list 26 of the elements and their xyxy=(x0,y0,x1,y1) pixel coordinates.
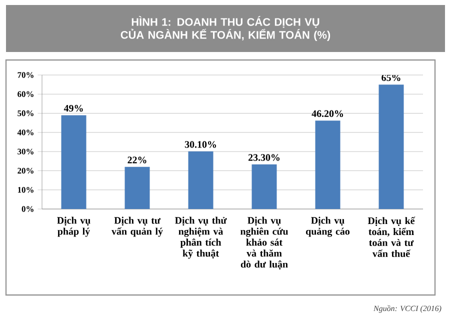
data-label: 30.10% xyxy=(184,141,216,148)
data-label: 22% xyxy=(128,156,146,164)
x-tick-label: Dịch vụ pháp lý xyxy=(57,216,90,237)
y-tick-label: 10% xyxy=(18,186,34,193)
y-tick-label: 40% xyxy=(17,130,34,136)
bar xyxy=(315,120,340,209)
y-tick-label: 60% xyxy=(18,91,34,98)
x-tick-label: Dịch vụ kế toán, kiểm toán và tư vấn thuế xyxy=(368,216,416,258)
bar xyxy=(252,164,277,209)
x-tick-label: Dịch vụ quảng cáo xyxy=(306,216,350,237)
data-label: 46.20% xyxy=(312,110,344,118)
data-label: 23.30% xyxy=(248,154,280,161)
bar xyxy=(124,166,150,209)
y-tick-label: 70% xyxy=(18,72,34,78)
y-tick-label: 0% xyxy=(22,206,34,212)
bar xyxy=(188,151,214,209)
x-tick-label: Dịch vụ thử nghiệm và phân tích kỹ thuật xyxy=(174,216,227,259)
x-tick-label: Dịch vụ tư vấn quản lý xyxy=(112,216,163,237)
bar xyxy=(61,115,86,209)
y-tick-label: 30% xyxy=(18,148,34,154)
data-label: 49% xyxy=(64,104,83,112)
chart-title: HÌNH 1: DOANH THU CÁC DỊCH VỤ CỦA NGÀNH KẾ TOÁN, KIỂM TOÁN (%) xyxy=(120,16,330,41)
bar xyxy=(378,84,404,209)
x-tick-label: Dịch vụ nghiên cứu khảo sát và thăm dò dư luận xyxy=(240,216,288,270)
y-tick-label: 20% xyxy=(18,168,34,174)
y-tick-label: 50% xyxy=(18,110,34,116)
